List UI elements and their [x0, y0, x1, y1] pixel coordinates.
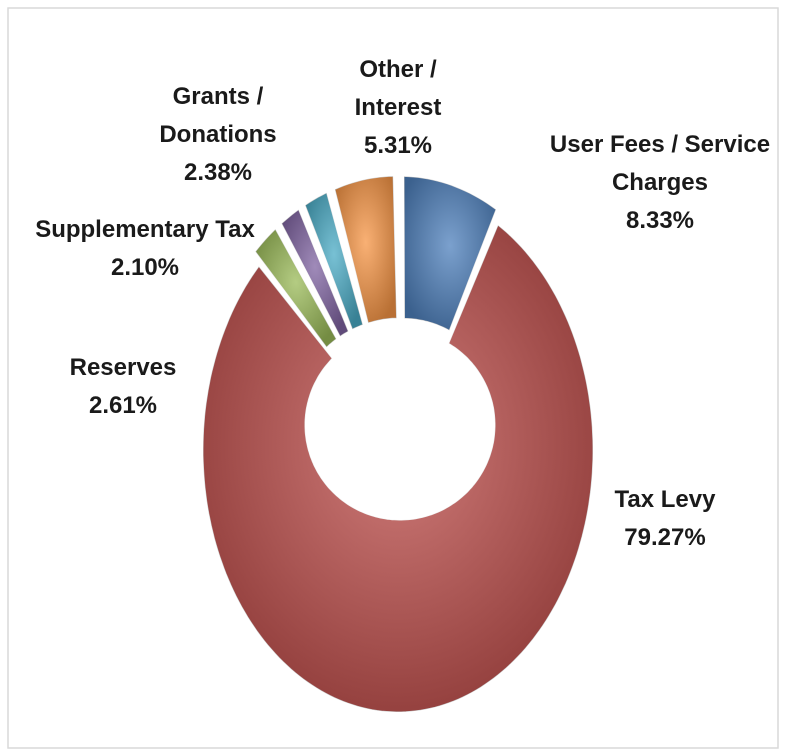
- label-name: Grants / Donations: [159, 83, 277, 148]
- label-name: Tax Levy: [614, 486, 716, 513]
- label-name: Other / Interest: [354, 56, 442, 121]
- data-label: Tax Levy 79.27%: [585, 481, 745, 557]
- label-value: 79.27%: [624, 524, 706, 551]
- data-label: Reserves 2.61%: [43, 349, 203, 425]
- data-label: Other / Interest 5.31%: [333, 51, 463, 165]
- label-value: 2.10%: [110, 254, 180, 281]
- label-value: 8.33%: [625, 207, 695, 234]
- label-name: User Fees / Service Charges: [549, 131, 771, 196]
- slice: [202, 224, 594, 713]
- label-name: Reserves: [69, 354, 177, 381]
- label-value: 2.61%: [88, 392, 158, 419]
- label-value: 2.38%: [183, 159, 253, 186]
- data-label: User Fees / Service Charges 8.33%: [540, 126, 780, 240]
- data-label: Supplementary Tax 2.10%: [35, 211, 255, 287]
- label-name: Supplementary Tax: [35, 216, 255, 243]
- frame: [7, 7, 779, 749]
- label-value: 5.31%: [363, 132, 433, 159]
- data-label: Grants / Donations 2.38%: [133, 78, 303, 192]
